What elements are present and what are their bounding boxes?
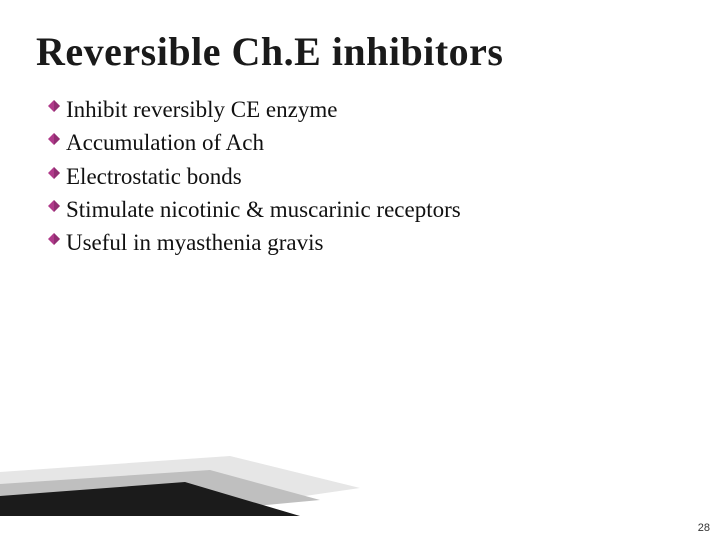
decorative-shards — [0, 426, 360, 516]
bullet-text: Useful in myasthenia gravis — [66, 226, 323, 259]
diamond-bullet-icon — [48, 133, 62, 145]
list-item: Stimulate nicotinic & muscarinic recepto… — [48, 193, 684, 226]
slide-title: Reversible Ch.E inhibitors — [36, 28, 684, 75]
diamond-bullet-icon — [48, 200, 62, 212]
bullet-text: Inhibit reversibly CE enzyme — [66, 93, 337, 126]
slide: Reversible Ch.E inhibitors Inhibit rever… — [0, 0, 720, 540]
list-item: Electrostatic bonds — [48, 160, 684, 193]
bullet-list: Inhibit reversibly CE enzyme Accumulatio… — [36, 93, 684, 260]
page-number: 28 — [698, 522, 710, 534]
list-item: Useful in myasthenia gravis — [48, 226, 684, 259]
list-item: Inhibit reversibly CE enzyme — [48, 93, 684, 126]
list-item: Accumulation of Ach — [48, 126, 684, 159]
diamond-bullet-icon — [48, 167, 62, 179]
bullet-text: Stimulate nicotinic & muscarinic recepto… — [66, 193, 461, 226]
bullet-text: Accumulation of Ach — [66, 126, 264, 159]
diamond-bullet-icon — [48, 233, 62, 245]
bullet-text: Electrostatic bonds — [66, 160, 242, 193]
diamond-bullet-icon — [48, 100, 62, 112]
